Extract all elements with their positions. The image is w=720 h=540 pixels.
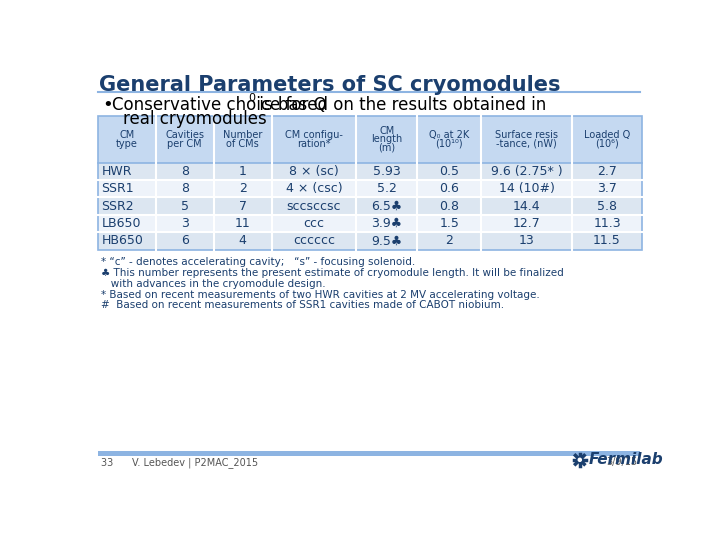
Text: 3/9/15: 3/9/15 <box>606 457 637 468</box>
Text: 3: 3 <box>181 217 189 230</box>
Text: 4: 4 <box>239 234 247 247</box>
Text: 2.7: 2.7 <box>597 165 617 178</box>
Text: 33      V. Lebedev | P2MAC_2015: 33 V. Lebedev | P2MAC_2015 <box>101 457 258 468</box>
Text: -tance, (nW): -tance, (nW) <box>496 139 557 148</box>
Text: 11.5: 11.5 <box>593 234 621 247</box>
Text: * “c” - denotes accelerating cavity;   “s” - focusing solenoid.: * “c” - denotes accelerating cavity; “s”… <box>101 257 415 267</box>
Bar <box>98 180 642 198</box>
Text: * Based on recent measurements of two HWR cavities at 2 MV accelerating voltage.: * Based on recent measurements of two HW… <box>101 289 539 300</box>
Bar <box>98 232 642 249</box>
Text: 7: 7 <box>239 200 247 213</box>
Text: 5.93: 5.93 <box>373 165 400 178</box>
Text: 11.3: 11.3 <box>593 217 621 230</box>
Circle shape <box>577 457 583 463</box>
Text: 2: 2 <box>239 182 247 195</box>
Text: CM: CM <box>379 126 395 136</box>
Text: 8 × (sc): 8 × (sc) <box>289 165 339 178</box>
Circle shape <box>578 458 581 461</box>
Text: Cavities: Cavities <box>165 130 204 140</box>
Text: 12.7: 12.7 <box>513 217 541 230</box>
Text: Loaded Q: Loaded Q <box>584 130 630 140</box>
Bar <box>98 117 642 163</box>
Text: 8: 8 <box>181 182 189 195</box>
Text: Number: Number <box>223 130 262 140</box>
Text: 8: 8 <box>181 165 189 178</box>
Text: #  Based on recent measurements of SSR1 cavities made of CABOT niobium.: # Based on recent measurements of SSR1 c… <box>101 300 504 310</box>
Text: (10¹⁰): (10¹⁰) <box>436 139 463 148</box>
Text: length: length <box>371 134 402 145</box>
Text: HB650: HB650 <box>102 234 143 247</box>
Text: is based on the results obtained in: is based on the results obtained in <box>253 96 546 114</box>
Text: 2: 2 <box>445 234 453 247</box>
Text: ration*: ration* <box>297 139 330 148</box>
Text: LB650: LB650 <box>102 217 141 230</box>
Text: 14.4: 14.4 <box>513 200 541 213</box>
Text: Conservative choice for Q: Conservative choice for Q <box>112 96 326 114</box>
Text: 13: 13 <box>519 234 535 247</box>
Text: ccc: ccc <box>304 217 325 230</box>
Text: 11: 11 <box>235 217 251 230</box>
Text: 5.2: 5.2 <box>377 182 397 195</box>
Text: 6: 6 <box>181 234 189 247</box>
Text: 3.7: 3.7 <box>597 182 617 195</box>
Text: Q₀ at 2K: Q₀ at 2K <box>429 130 469 140</box>
Text: sccsccsc: sccsccsc <box>287 200 341 213</box>
Text: SSR2: SSR2 <box>102 200 134 213</box>
Text: 9.5♣: 9.5♣ <box>371 234 402 247</box>
Text: Surface resis: Surface resis <box>495 130 558 140</box>
Text: (m): (m) <box>378 143 395 153</box>
Text: 6.5♣: 6.5♣ <box>371 200 402 213</box>
Text: per CM: per CM <box>167 139 202 148</box>
Text: (10⁶): (10⁶) <box>595 139 619 148</box>
Bar <box>98 215 642 232</box>
Text: 3.9♣: 3.9♣ <box>372 217 402 230</box>
Text: cccccc: cccccc <box>293 234 335 247</box>
Text: 9.6 (2.75* ): 9.6 (2.75* ) <box>491 165 562 178</box>
Text: General Parameters of SC cryomodules: General Parameters of SC cryomodules <box>99 75 561 95</box>
Text: 0.6: 0.6 <box>439 182 459 195</box>
Bar <box>98 117 642 249</box>
Bar <box>98 163 642 180</box>
Text: 5.8: 5.8 <box>597 200 617 213</box>
Text: of CMs: of CMs <box>226 139 259 148</box>
Text: type: type <box>116 139 138 148</box>
Text: 14 (10#): 14 (10#) <box>499 182 554 195</box>
Text: 1: 1 <box>239 165 247 178</box>
Text: 0.5: 0.5 <box>439 165 459 178</box>
Text: CM: CM <box>119 130 135 140</box>
Text: 1.5: 1.5 <box>439 217 459 230</box>
Text: 0: 0 <box>248 93 255 103</box>
Text: with advances in the cryomodule design.: with advances in the cryomodule design. <box>101 279 325 289</box>
Text: 5: 5 <box>181 200 189 213</box>
Text: ♣ This number represents the present estimate of cryomodule length. It will be f: ♣ This number represents the present est… <box>101 268 564 278</box>
Bar <box>98 450 640 456</box>
Text: real cryomodules: real cryomodules <box>122 110 266 128</box>
Text: Fermilab: Fermilab <box>589 453 664 467</box>
Text: •: • <box>102 96 113 114</box>
Text: CM configu-: CM configu- <box>285 130 343 140</box>
Text: 0.8: 0.8 <box>439 200 459 213</box>
Text: SSR1: SSR1 <box>102 182 134 195</box>
Bar <box>98 198 642 215</box>
Text: HWR: HWR <box>102 165 132 178</box>
Text: 4 × (csc): 4 × (csc) <box>286 182 342 195</box>
